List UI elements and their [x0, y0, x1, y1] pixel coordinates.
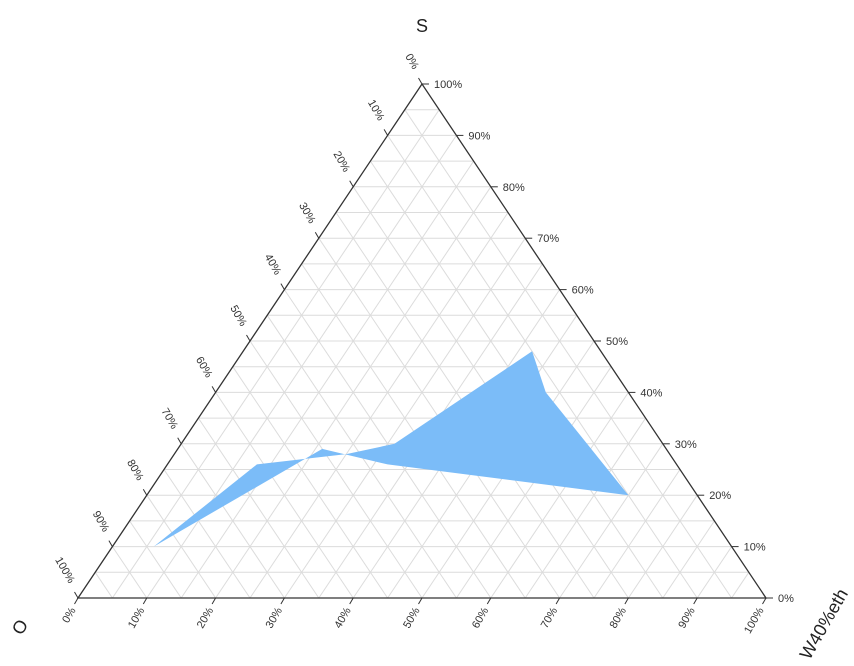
tick-label-w40eth: 80%: [608, 605, 630, 630]
grid-lines: [94, 109, 750, 599]
tick-mark-o: [211, 386, 217, 393]
grid-line: [696, 546, 733, 599]
tick-mark-w40eth: [280, 597, 285, 605]
tick-mark-o: [314, 231, 320, 239]
tick-label-o: 100%: [52, 555, 77, 586]
axis-title-w40eth: W40%eth: [796, 585, 852, 663]
tick-label-w40eth: 10%: [126, 605, 148, 630]
series-layer: [153, 351, 629, 547]
series-area: [153, 351, 629, 547]
tick-label-o: 90%: [90, 509, 112, 534]
tick-mark-w40eth: [762, 597, 767, 605]
grid-line: [404, 109, 733, 599]
tick-label-s: 90%: [468, 130, 490, 142]
tick-mark-w40eth: [693, 597, 698, 605]
tick-label-o: 0%: [402, 52, 420, 72]
grid-line: [215, 392, 354, 599]
tick-label-w40eth: 20%: [195, 605, 217, 630]
grid-line: [232, 366, 389, 599]
tick-mark-o: [280, 283, 285, 290]
tick-label-s: 30%: [675, 439, 697, 451]
tick-label-o: 30%: [296, 201, 318, 226]
tick-mark-o: [74, 591, 79, 599]
tick-mark-w40eth: [624, 597, 629, 605]
tick-label-s: 70%: [537, 233, 559, 245]
tick-label-w40eth: 40%: [332, 605, 354, 630]
grid-line: [731, 572, 750, 599]
tick-label-w40eth: 90%: [676, 605, 698, 630]
tick-label-o: 80%: [124, 458, 146, 483]
grid-line: [249, 340, 423, 599]
tick-label-o: 10%: [365, 98, 387, 123]
tick-mark-w40eth: [74, 597, 79, 605]
grid-line: [301, 263, 526, 599]
tick-mark-w40eth: [418, 597, 423, 605]
tick-mark-o: [246, 334, 251, 342]
tick-mark-o: [108, 540, 113, 547]
grid-line: [163, 469, 251, 599]
grid-line: [524, 417, 647, 599]
tick-label-s: 100%: [434, 79, 462, 91]
tick-mark-o: [349, 180, 354, 188]
tick-label-s: 80%: [503, 182, 525, 194]
tick-label-w40eth: 30%: [264, 605, 286, 630]
tick-label-o: 60%: [193, 355, 215, 380]
tick-label-w40eth: 60%: [470, 605, 492, 630]
tick-marks: [74, 77, 773, 605]
grid-line: [146, 494, 217, 599]
tick-label-o: 70%: [159, 406, 181, 431]
grid-line: [490, 392, 629, 599]
tick-label-w40eth: 50%: [401, 605, 423, 630]
tick-mark-o: [142, 488, 148, 496]
tick-mark-w40eth: [555, 597, 561, 605]
grid-line: [129, 520, 182, 599]
tick-mark-o: [383, 129, 389, 136]
tick-mark-o: [418, 77, 423, 85]
grid-line: [593, 469, 681, 599]
tick-label-s: 40%: [640, 387, 662, 399]
tick-label-o: 50%: [227, 303, 249, 328]
tick-label-s: 10%: [744, 542, 766, 554]
tick-label-s: 50%: [606, 336, 628, 348]
tick-label-w40eth: 0%: [60, 605, 78, 625]
tick-mark-o: [177, 437, 182, 445]
grid-line: [180, 443, 285, 599]
tick-label-o: 20%: [331, 149, 353, 174]
axis-title-o: O: [8, 616, 32, 638]
grid-line: [249, 212, 509, 599]
tick-label-s: 60%: [572, 285, 594, 297]
tick-label-o: 40%: [262, 252, 284, 277]
tick-label-w40eth: 70%: [539, 605, 561, 630]
grid-line: [559, 443, 664, 599]
grid-line: [111, 109, 440, 599]
tick-mark-w40eth: [142, 597, 148, 605]
grid-line: [111, 546, 148, 599]
tick-mark-w40eth: [486, 597, 492, 605]
tick-label-s: 0%: [778, 593, 794, 605]
grid-line: [94, 572, 113, 599]
tick-label-s: 20%: [709, 490, 731, 502]
grid-line: [197, 417, 320, 599]
grid-line: [180, 160, 475, 599]
tick-mark-w40eth: [211, 597, 217, 605]
grid-line: [662, 520, 715, 599]
grid-line: [627, 494, 698, 599]
tick-mark-w40eth: [349, 597, 354, 605]
tick-label-w40eth: 100%: [742, 605, 767, 636]
axis-title-s: S: [416, 16, 428, 36]
